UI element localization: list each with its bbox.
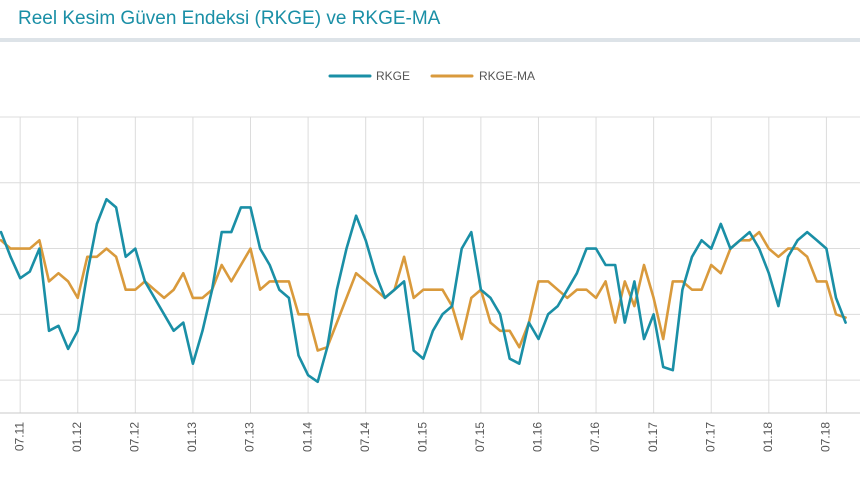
series-line-rkge-ma[interactable]	[0, 230, 847, 352]
x-tick-label: 01.14	[300, 422, 314, 452]
x-tick-label: 01.12	[70, 422, 84, 452]
x-tick-label: 01.17	[646, 422, 660, 452]
legend-label-rkge-ma[interactable]: RKGE-MA	[479, 69, 535, 83]
x-tick-label: 07.16	[588, 422, 602, 452]
series-lines	[0, 197, 847, 384]
legend-label-rkge[interactable]: RKGE	[376, 69, 410, 83]
x-tick-label: 07.14	[358, 422, 372, 452]
legend: RKGE RKGE-MA	[328, 69, 535, 83]
title-underline	[0, 38, 860, 42]
x-axis-labels: 07.11 01.12 07.12 01.13 07.13 01.14 07.14 01.15…	[12, 422, 832, 452]
x-tick-label: 07.18	[819, 422, 833, 452]
x-tick-label: 01.13	[185, 422, 199, 452]
x-tick-label: 07.17	[703, 422, 717, 452]
series-line-rkge[interactable]	[0, 197, 847, 384]
grid	[0, 116, 860, 414]
x-tick-label: 01.18	[761, 422, 775, 452]
x-tick-label: 01.15	[415, 422, 429, 452]
x-tick-label: 01.16	[531, 422, 545, 452]
x-tick-label: 07.15	[473, 422, 487, 452]
x-tick-label: 07.12	[128, 422, 142, 452]
x-tick-label: 07.13	[243, 422, 257, 452]
chart-title: Reel Kesim Güven Endeksi (RKGE) ve RKGE-…	[18, 8, 441, 29]
x-tick-label: 07.11	[12, 422, 26, 451]
title-bar: Reel Kesim Güven Endeksi (RKGE) ve RKGE-…	[0, 0, 860, 44]
